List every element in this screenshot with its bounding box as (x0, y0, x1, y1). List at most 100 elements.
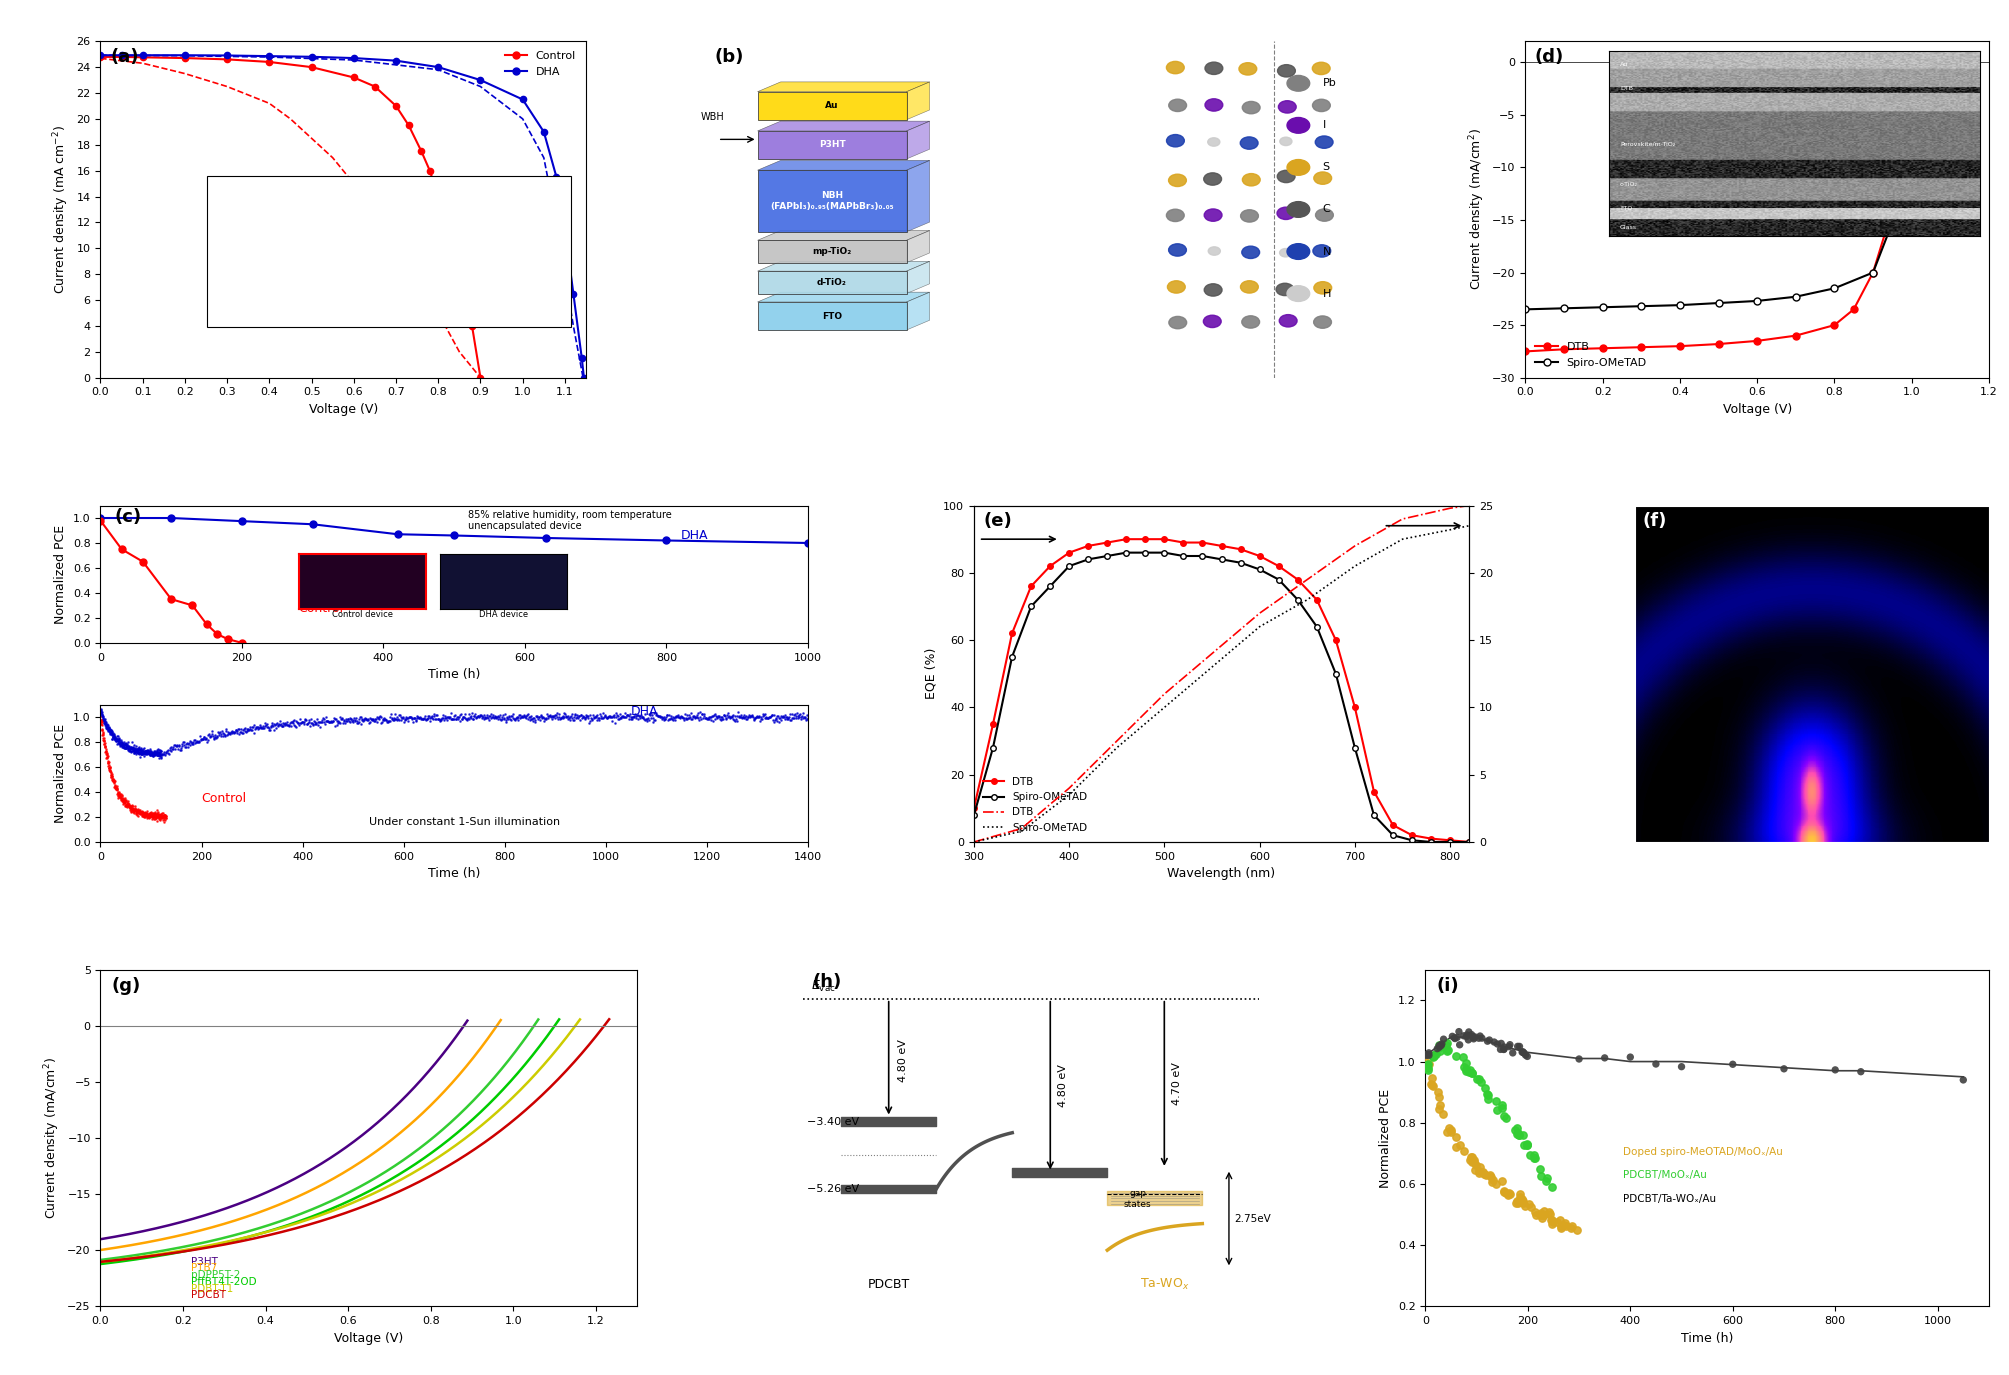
Point (139, 742, 171, 764)
Point (121, 742, 153, 764)
Point (757, 704, 790, 726)
Point (563, 705, 595, 727)
Circle shape (1242, 173, 1260, 186)
Point (90, 747, 123, 769)
Point (703, 705, 735, 727)
Point (98, 770, 131, 792)
Point (464, 704, 496, 726)
Point (219, 719, 251, 741)
DHA (573, 370, 597, 386)
Point (458, 705, 490, 727)
Point (607, 705, 639, 727)
Y-axis label: Normalized PCE: Normalized PCE (54, 723, 68, 822)
Point (151, 807, 183, 829)
Point (127, 740, 159, 762)
Point (149, 804, 181, 826)
Point (143, 804, 175, 826)
Point (125, 747, 157, 769)
Point (354, 712, 386, 734)
Point (625, 704, 657, 726)
Point (137, 806, 169, 828)
Point (331, 708, 364, 730)
Point (139, 803, 171, 825)
Point (520, 705, 552, 727)
Line: Spiro-OMeTAD: Spiro-OMeTAD (1523, 59, 1935, 314)
Point (108, 791, 141, 813)
Point (524, 704, 556, 726)
Point (542, 703, 575, 725)
Spiro-OMeTAD (1362, 807, 1386, 824)
DTB (1153, 686, 1177, 703)
Point (1424, 1037, 1457, 1059)
Point (516, 705, 548, 727)
Point (127, 738, 159, 760)
Point (110, 734, 143, 756)
Point (571, 705, 603, 727)
Point (211, 725, 243, 747)
Control (452, 265, 476, 282)
Point (394, 707, 426, 729)
Point (90, 738, 123, 760)
Point (183, 732, 215, 754)
Point (90, 742, 123, 764)
Spiro-OMeTAD (1342, 740, 1366, 756)
Point (342, 712, 374, 734)
Point (213, 722, 245, 744)
Point (96, 769, 129, 791)
Spiro-OMeTAD (1342, 558, 1366, 575)
Point (90, 716, 123, 738)
Point (331, 710, 364, 732)
Point (1422, 1035, 1455, 1057)
Point (98, 777, 131, 799)
Point (538, 707, 571, 729)
Point (689, 707, 721, 729)
Point (468, 704, 500, 726)
Point (117, 798, 149, 820)
Point (779, 707, 812, 729)
Point (86, 708, 119, 730)
Circle shape (1169, 99, 1187, 111)
Point (100, 730, 133, 752)
Point (145, 808, 177, 830)
Point (386, 708, 418, 730)
Point (354, 711, 386, 733)
Point (404, 707, 436, 729)
Point (110, 795, 143, 817)
Point (1440, 1136, 1473, 1158)
Point (106, 736, 139, 758)
Point (181, 730, 213, 752)
DHA (552, 220, 577, 236)
Point (424, 710, 456, 732)
Point (1455, 1145, 1487, 1167)
Point (683, 708, 715, 730)
Point (90, 747, 123, 769)
Point (681, 703, 713, 725)
Point (267, 715, 299, 737)
Point (327, 711, 360, 733)
Point (117, 800, 149, 822)
Point (147, 804, 179, 826)
Point (621, 707, 653, 729)
Point (108, 732, 141, 754)
Point (709, 708, 741, 730)
Point (715, 705, 747, 727)
Spiro-OMeTAD (1324, 666, 1348, 682)
Spiro-OMeTAD (1667, 297, 1692, 314)
Point (1457, 1023, 1489, 1045)
Point (1493, 1035, 1525, 1057)
Point (147, 742, 179, 764)
Point (92, 718, 125, 740)
Point (299, 714, 331, 736)
Point (466, 707, 498, 729)
Legend: Control, DHA: Control, DHA (500, 47, 581, 81)
Point (199, 727, 231, 749)
Spiro-OMeTAD (1057, 786, 1081, 803)
Point (96, 767, 129, 789)
Point (129, 741, 161, 763)
Spiro-OMeTAD (1286, 591, 1310, 608)
Point (763, 707, 796, 729)
Point (104, 784, 137, 806)
Point (141, 800, 173, 822)
DHA (571, 351, 595, 367)
Spiro-OMeTAD (1296, 591, 1320, 608)
